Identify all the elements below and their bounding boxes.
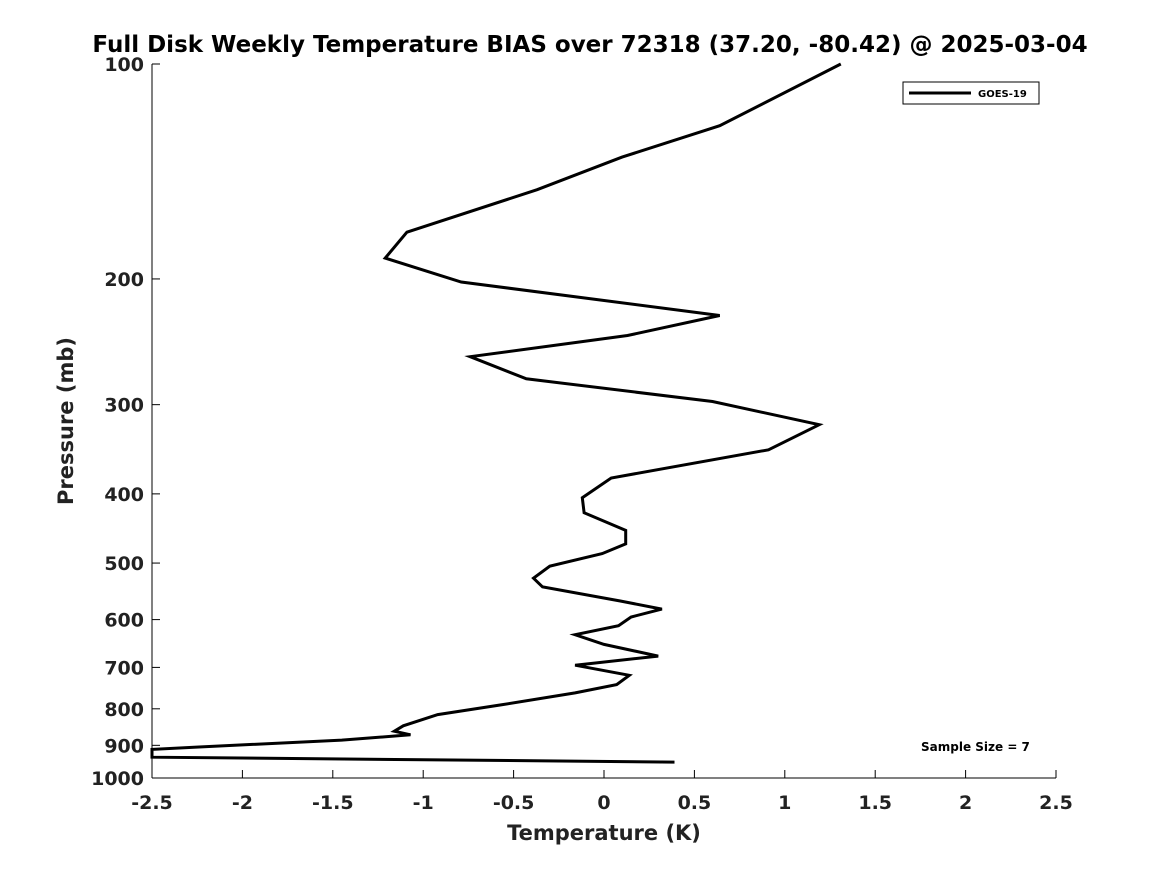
y-tick-label: 800 <box>104 699 144 721</box>
y-tick-label: 300 <box>104 395 144 417</box>
y-tick-label: 600 <box>104 610 144 632</box>
y-tick-label: 500 <box>104 553 144 575</box>
legend: GOES-19 <box>902 81 1040 105</box>
y-tick-label: 200 <box>104 269 144 291</box>
x-ticks: -2.5 -2 -1.5 -1 -0.5 0 0.5 1 1.5 2 2.5 <box>131 770 1073 814</box>
series-layer <box>150 62 842 764</box>
x-tick-label: 2.5 <box>1039 792 1073 814</box>
x-tick-label: -1 <box>413 792 434 814</box>
x-tick-label: -1.5 <box>312 792 354 814</box>
y-tick-label: 1000 <box>91 768 144 790</box>
x-tick-label: 0 <box>597 792 610 814</box>
chart-title: Full Disk Weekly Temperature BIAS over 7… <box>92 32 1087 58</box>
x-tick-label: -0.5 <box>493 792 535 814</box>
x-tick-label: -2 <box>232 792 253 814</box>
x-axis-label: Temperature (K) <box>507 821 701 845</box>
sample-size-annotation: Sample Size = 7 <box>921 740 1030 754</box>
series-line-goes-19 <box>150 62 842 764</box>
legend-label: GOES-19 <box>978 89 1027 100</box>
x-tick-label: 0.5 <box>678 792 712 814</box>
y-tick-label: 100 <box>104 54 144 76</box>
y-axis-label: Pressure (mb) <box>54 337 78 505</box>
y-ticks: 100 200 300 400 500 600 700 800 900 1000 <box>91 54 160 790</box>
y-tick-label: 900 <box>104 735 144 757</box>
y-tick-label: 700 <box>104 657 144 679</box>
x-tick-label: 1 <box>778 792 791 814</box>
x-tick-label: 1.5 <box>858 792 892 814</box>
y-tick-label: 400 <box>104 484 144 506</box>
x-tick-label: 2 <box>959 792 972 814</box>
x-tick-label: -2.5 <box>131 792 173 814</box>
